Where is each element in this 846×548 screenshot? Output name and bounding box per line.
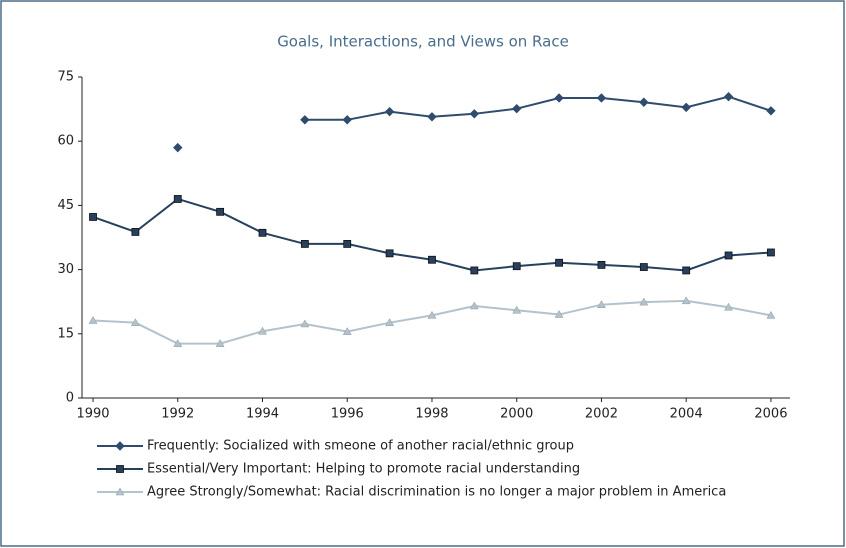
marker (554, 310, 564, 318)
x-tick-label: 2002 (585, 407, 618, 422)
marker (469, 109, 480, 119)
marker (469, 301, 479, 310)
marker (512, 262, 521, 271)
marker (115, 441, 125, 451)
marker (512, 103, 522, 114)
x-tick-label: 1990 (76, 407, 109, 422)
marker (766, 106, 776, 116)
marker (88, 316, 98, 324)
marker (342, 327, 352, 335)
x-tick-label: 1994 (246, 407, 279, 422)
marker (215, 339, 225, 347)
marker (639, 297, 649, 306)
marker (300, 319, 310, 328)
marker (723, 91, 734, 102)
marker (173, 339, 183, 347)
legend-label: Frequently: Socialized with smeone of an… (147, 439, 574, 454)
x-tick-label: 1998 (415, 407, 448, 422)
legend-label: Agree Strongly/Somewhat: Racial discrimi… (147, 485, 726, 500)
marker (724, 251, 733, 260)
marker (173, 195, 182, 203)
series-line (304, 95, 772, 121)
marker (385, 318, 395, 326)
marker (554, 93, 564, 103)
marker (173, 142, 183, 153)
x-tick-label: 1996 (331, 407, 364, 422)
marker (258, 326, 267, 335)
x-tick-label: 1992 (161, 407, 194, 422)
x-tick-label: 2006 (754, 407, 787, 422)
marker (681, 296, 691, 305)
marker (724, 302, 733, 311)
marker (639, 263, 648, 271)
marker (131, 228, 140, 236)
marker (597, 260, 606, 269)
marker (343, 240, 352, 248)
marker (597, 300, 606, 308)
marker (681, 102, 691, 113)
legend-label: Essential/Very Important: Helping to pro… (147, 462, 580, 477)
marker (470, 266, 479, 275)
marker (767, 248, 775, 257)
y-tick-label: 30 (57, 262, 74, 277)
chart-title: Goals, Interactions, and Views on Race (277, 33, 569, 51)
marker (130, 318, 140, 326)
x-tick-label: 2000 (500, 407, 533, 422)
marker (639, 97, 649, 107)
marker (116, 465, 124, 473)
marker (300, 115, 310, 125)
marker (385, 249, 394, 258)
marker (216, 207, 225, 216)
marker (766, 310, 776, 319)
y-tick-label: 45 (57, 198, 74, 213)
marker (427, 310, 437, 319)
y-tick-label: 15 (57, 326, 74, 341)
marker (115, 487, 125, 496)
marker (512, 305, 522, 314)
marker (555, 258, 563, 267)
marker (596, 93, 607, 103)
marker (300, 240, 309, 248)
x-tick-label: 2004 (670, 407, 703, 422)
y-tick-label: 75 (57, 70, 74, 85)
marker (428, 255, 436, 264)
y-tick-label: 0 (66, 391, 74, 406)
y-tick-label: 60 (57, 134, 74, 149)
marker (89, 213, 97, 221)
marker (384, 106, 395, 117)
marker (427, 112, 437, 122)
marker (342, 115, 352, 125)
marker (258, 228, 267, 237)
marker (682, 266, 691, 275)
